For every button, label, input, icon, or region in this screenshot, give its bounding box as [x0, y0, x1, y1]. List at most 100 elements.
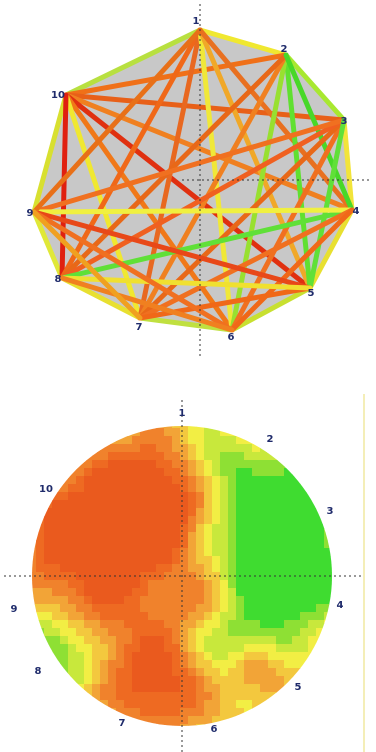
heatmap-cell — [220, 652, 229, 661]
heatmap-cell — [140, 708, 149, 717]
heatmap-cell — [156, 588, 165, 597]
heatmap-cell — [204, 572, 213, 581]
heatmap-cell — [148, 604, 157, 613]
heatmap-cell — [196, 580, 205, 589]
heatmap-cell — [244, 500, 253, 509]
heatmap-cell — [124, 580, 133, 589]
heatmap-cell — [212, 580, 221, 589]
heatmap-cell — [140, 492, 149, 501]
heatmap-cell — [268, 684, 277, 693]
heatmap-cell — [156, 708, 165, 717]
heatmap-cell — [84, 540, 93, 549]
heatmap-cell — [196, 660, 205, 669]
heatmap-cell — [32, 604, 37, 613]
heatmap-cell — [300, 628, 309, 637]
heatmap-cell — [228, 620, 237, 629]
heatmap-cell — [308, 516, 317, 525]
heatmap-cell — [124, 644, 133, 653]
heatmap-cell — [84, 572, 93, 581]
heatmap-cell — [172, 428, 181, 437]
heatmap-cell — [60, 612, 69, 621]
heatmap-cell — [300, 580, 309, 589]
heatmap-cell — [68, 500, 77, 509]
heatmap-cell — [140, 500, 149, 509]
heatmap-cell — [292, 588, 301, 597]
heatmap-cell — [284, 500, 293, 509]
heatmap-cell — [236, 460, 245, 469]
heatmap-cell — [292, 532, 301, 541]
heatmap-cell — [308, 636, 317, 645]
heatmap-cell — [100, 452, 109, 461]
heatmap-cell — [292, 500, 301, 509]
heatmap-cell — [284, 604, 293, 613]
heatmap-cell — [332, 548, 341, 557]
heatmap-cell — [196, 428, 205, 437]
heatmap-cell — [76, 668, 85, 677]
heatmap-cell — [260, 644, 269, 653]
edge-8-9 — [31, 209, 65, 281]
heatmap-cell — [76, 612, 85, 621]
heatmap-cell — [76, 508, 85, 517]
heatmap-cell — [188, 564, 197, 573]
edge-1-5 — [197, 27, 313, 291]
heatmap-cell — [196, 628, 205, 637]
heatmap-cell — [196, 444, 205, 453]
heatmap-cell — [76, 684, 85, 693]
heatmap-cell — [268, 460, 277, 469]
heatmap-cell — [32, 580, 37, 589]
heatmap-cell — [148, 692, 157, 701]
heatmap-cell — [244, 676, 253, 685]
heatmap-cell — [260, 668, 269, 677]
heatmap-cell — [52, 500, 61, 509]
heatmap-cell — [228, 580, 237, 589]
heatmap-cell — [92, 452, 101, 461]
heatmap-cell — [84, 548, 93, 557]
heatmap-cell — [132, 596, 141, 605]
heatmap-cell — [172, 564, 181, 573]
heatmap-cell — [212, 660, 221, 669]
heatmap-cell — [148, 516, 157, 525]
heatmap-cell — [52, 564, 61, 573]
heatmap-cell — [132, 500, 141, 509]
heatmap-cell — [44, 572, 53, 581]
heatmap-cell — [68, 468, 77, 477]
edge-3-9 — [31, 117, 347, 215]
heatmap-cell — [148, 596, 157, 605]
heatmap-cell — [108, 604, 117, 613]
heatmap-cell — [260, 660, 269, 669]
heatmap-cell — [92, 516, 101, 525]
heatmap-cell — [316, 612, 325, 621]
heatmap-cell — [156, 516, 165, 525]
node-label-4: 4 — [353, 206, 360, 217]
heatmap-cell — [156, 716, 165, 725]
heatmap-cell — [76, 500, 85, 509]
heatmap-cell — [164, 700, 173, 709]
heatmap-cell — [68, 532, 77, 541]
heatmap-cell — [196, 636, 205, 645]
heatmap-cell — [260, 676, 269, 685]
heatmap-cell — [148, 708, 157, 717]
edge-4-5 — [307, 207, 355, 291]
heatmap-cell — [148, 636, 157, 645]
heatmap-cell — [252, 508, 261, 517]
heatmap-cell — [316, 596, 325, 605]
heatmap-cell — [140, 580, 149, 589]
heatmap-cell — [228, 628, 237, 637]
heatmap-cell — [148, 684, 157, 693]
heatmap-cell — [220, 460, 229, 469]
heatmap-cell — [36, 612, 45, 621]
heatmap-cell — [252, 628, 261, 637]
heatmap-cell — [276, 636, 285, 645]
heatmap-cell — [260, 476, 269, 485]
heatmap-cell — [276, 524, 285, 533]
heatmap-cell — [236, 452, 245, 461]
heatmap-cell — [236, 660, 245, 669]
heatmap-cell — [284, 628, 293, 637]
heatmap-cell — [220, 596, 229, 605]
heatmap-cell — [148, 540, 157, 549]
heatmap-cell — [276, 516, 285, 525]
heatmap-cell — [60, 516, 69, 525]
heatmap-cell — [172, 660, 181, 669]
heatmap-cell — [244, 684, 253, 693]
heatmap-cell — [132, 684, 141, 693]
